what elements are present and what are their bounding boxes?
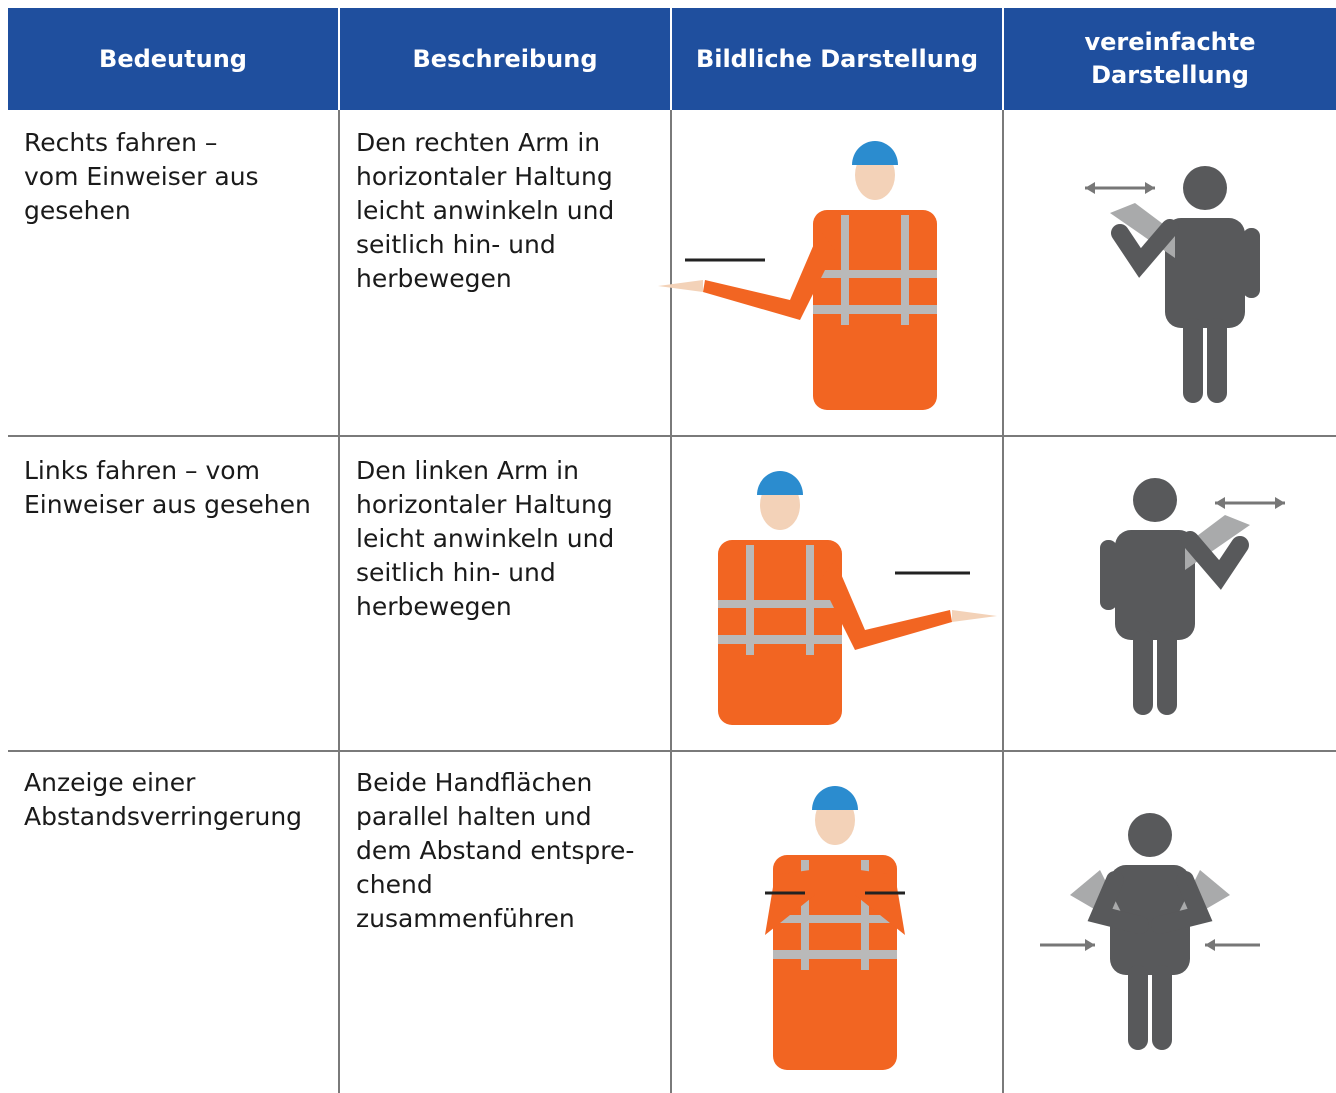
cell: Den linken Arm in horizontaler Haltung lei…: [356, 454, 614, 624]
arrow-head: [1215, 497, 1225, 509]
arrow-head: [1085, 182, 1095, 194]
shape: [952, 610, 997, 622]
shape: [765, 870, 905, 935]
shape: [718, 635, 842, 644]
text-line: Links fahren – vom: [24, 456, 260, 485]
shape: [773, 950, 897, 959]
text-line: leicht anwinkeln und: [356, 524, 615, 553]
pictogram-body: [1115, 530, 1195, 640]
shape: [1207, 318, 1227, 403]
text-line: Einweiser aus gesehen: [24, 490, 311, 519]
text-line: vom Einweiser aus: [24, 162, 259, 191]
text-line: Abstandsverringerung: [24, 802, 303, 831]
text-line: Rechts fahren –: [24, 128, 218, 157]
shape: [801, 860, 809, 970]
shape: [1157, 630, 1177, 715]
shape: [1181, 531, 1249, 590]
shape: [1087, 871, 1213, 934]
shape: [1243, 228, 1260, 298]
header-cell: Bildliche Darstellung: [672, 8, 1002, 110]
shape: [773, 915, 897, 923]
helmet: [812, 786, 858, 810]
header-cell: Bedeutung: [8, 8, 338, 110]
arrow-head: [1275, 497, 1285, 509]
worker-body: [718, 540, 842, 725]
text-line: horizontaler Haltung: [356, 162, 613, 191]
text-line: vereinfachte: [1084, 28, 1256, 56]
text-line: parallel halten und: [356, 802, 592, 831]
shape: [1128, 965, 1148, 1050]
pictogram-body: [1165, 218, 1245, 328]
text-line: herbewegen: [356, 264, 512, 293]
shape: [901, 215, 909, 325]
arrow-head: [1205, 939, 1215, 951]
shape: [1133, 630, 1153, 715]
shape: [813, 270, 937, 278]
text-line: Den rechten Arm in: [356, 128, 601, 157]
arrow-head: [1085, 939, 1095, 951]
shape: [861, 860, 869, 970]
text-line: dem Abstand entspre-: [356, 836, 635, 865]
cell: Anzeige einer Abstandsverringerung: [24, 766, 302, 834]
pictogram-head: [1128, 813, 1172, 857]
shape: [813, 305, 937, 314]
cell: Beide Handflächen parallel halten und dem …: [356, 766, 634, 936]
text-line: seitlich hin- und: [356, 230, 556, 259]
header-cell: Beschreibung: [340, 8, 670, 110]
text-line: seitlich hin- und: [356, 558, 556, 587]
helmet: [852, 141, 898, 165]
pictogram-head: [1183, 166, 1227, 210]
cell: Den rechten Arm in horizontaler Haltung le…: [356, 126, 614, 296]
text-line: horizontaler Haltung: [356, 490, 613, 519]
text-line: Darstellung: [1091, 61, 1249, 89]
shape: [1152, 965, 1172, 1050]
text-line: Beide Handflächen: [356, 768, 593, 797]
shape: [841, 215, 849, 325]
text-line: gesehen: [24, 196, 131, 225]
shape: [746, 545, 754, 655]
shape: [718, 600, 842, 608]
header-cell: vereinfachte Darstellung: [1004, 8, 1336, 110]
shape: [820, 560, 952, 650]
shape: [806, 545, 814, 655]
pictogram-head: [1133, 478, 1177, 522]
text-line: Den linken Arm in: [356, 456, 579, 485]
text-line: Bedeutung: [99, 44, 247, 73]
text-line: herbewegen: [356, 592, 512, 621]
text-line: Anzeige einer: [24, 768, 196, 797]
shape: [1111, 219, 1179, 278]
cell: Rechts fahren – vom Einweiser aus gesehen: [24, 126, 259, 228]
arrow-head: [1145, 182, 1155, 194]
grid: [8, 110, 1336, 1093]
shape: [1100, 540, 1117, 610]
text-line: Beschreibung: [412, 44, 598, 73]
text-line: zusammenführen: [356, 904, 575, 933]
shape: [1183, 318, 1203, 403]
shape: [658, 280, 703, 292]
cell: Links fahren – vom Einweiser aus gesehen: [24, 454, 311, 522]
shape: [703, 230, 835, 320]
text-line: leicht anwinkeln und: [356, 196, 615, 225]
text-line: Bildliche Darstellung: [695, 44, 979, 73]
helmet: [757, 471, 803, 495]
pictogram-body: [1110, 865, 1190, 975]
text-line: chend: [356, 870, 433, 899]
